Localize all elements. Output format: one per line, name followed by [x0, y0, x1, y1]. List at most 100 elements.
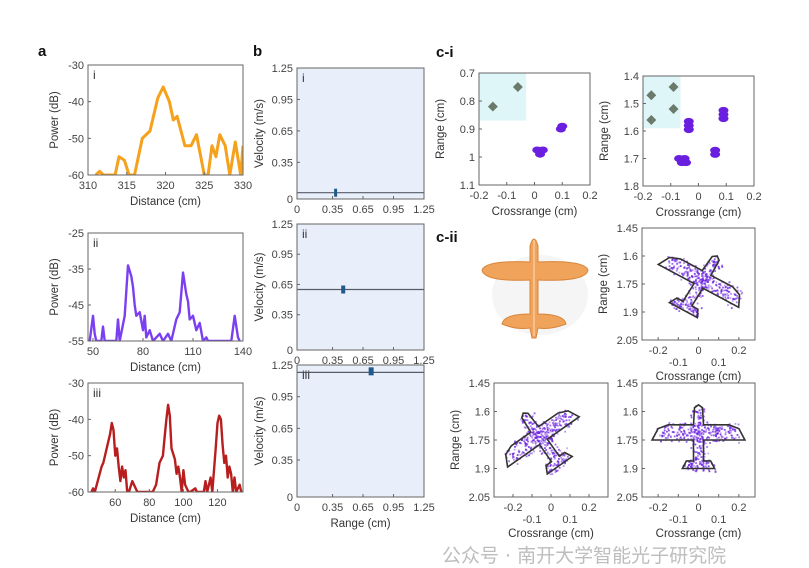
scatter-point: [531, 452, 533, 455]
reference-marker: [646, 90, 657, 101]
scatter-point: [694, 273, 696, 275]
scatter-point: [708, 429, 710, 432]
panel-label-c-i: c-i: [436, 44, 454, 61]
scatter-point: [733, 298, 736, 301]
scatter-point: [685, 303, 688, 306]
scatter-point: [698, 417, 701, 420]
scatter-point: [555, 464, 558, 467]
scatter-point: [720, 428, 723, 430]
scatter-point: [681, 297, 684, 300]
scatter-point: [718, 283, 720, 286]
y-tick-label: 0: [287, 194, 293, 206]
scatter-point: [678, 310, 681, 313]
scatter-point: [698, 451, 700, 454]
scatter-point: [704, 284, 707, 287]
scatter-point: [698, 430, 700, 433]
scatter-point: [736, 295, 739, 297]
scatter-point: [560, 460, 563, 463]
scatter-point: [701, 459, 704, 462]
scatter-point: [687, 274, 689, 276]
scatter-point: [712, 263, 715, 266]
scatter-point: [669, 299, 672, 302]
scatter-point: [562, 459, 565, 462]
y-tick-label: -35: [68, 264, 84, 276]
scatter-point: [702, 277, 704, 279]
plot-area: [297, 68, 424, 199]
scatter-point: [566, 455, 569, 458]
scatter-point: [554, 426, 556, 428]
scatter-point: [563, 413, 566, 416]
scatter-point: [703, 426, 706, 429]
scatter-point: [521, 420, 524, 422]
scatter-point: [723, 289, 726, 292]
scatter-point: [724, 433, 727, 436]
y-tick-label: -40: [68, 414, 84, 426]
scatter-point: [537, 440, 539, 443]
scatter-point: [696, 269, 699, 272]
scatter-point: [695, 469, 698, 471]
x-tick-label: 0: [695, 502, 701, 514]
scatter-point: [544, 439, 547, 442]
scatter-point: [727, 297, 730, 299]
scatter-point: [546, 428, 549, 431]
scatter-point: [553, 449, 556, 452]
x-tick-label: 0: [531, 190, 537, 202]
scatter-point: [696, 464, 699, 467]
scatter-point: [679, 303, 681, 306]
scatter-point: [700, 417, 702, 419]
scatter-point: [728, 432, 731, 434]
scatter-point: [526, 438, 529, 441]
scatter-point: [530, 428, 533, 430]
scatter-point: [699, 412, 702, 414]
scatter-point: [692, 309, 695, 312]
scatter-point: [561, 458, 564, 461]
scatter-point: [698, 438, 701, 441]
scatter-point: [695, 275, 698, 278]
scatter-point: [524, 436, 526, 439]
scatter-point: [696, 416, 699, 419]
scatter-point: [713, 434, 716, 437]
scatter-point: [733, 438, 736, 440]
scatter-point: [735, 293, 737, 296]
scatter-point: [556, 432, 559, 435]
x-axis-label: Distance (cm): [130, 362, 201, 374]
x-tick-label: 0.2: [582, 190, 597, 202]
scatter-point: [560, 456, 562, 459]
scatter-point: [713, 260, 715, 263]
scatter-point: [697, 418, 700, 421]
scatter-point: [728, 430, 731, 433]
scatter-point: [724, 286, 727, 289]
scatter-point: [672, 302, 675, 305]
scatter-point: [702, 275, 704, 278]
scatter-point: [722, 294, 724, 297]
x-tick-label: 0.35: [322, 355, 343, 367]
scatter-point: [705, 278, 708, 281]
scatter-point: [553, 462, 556, 465]
scatter-point: [698, 460, 701, 463]
scatter-point: [695, 310, 698, 313]
scatter-point: [728, 291, 731, 293]
scatter-point: [511, 452, 514, 455]
scatter-point: [691, 435, 694, 438]
scatter-point: [730, 431, 732, 434]
scatter-point: [690, 303, 693, 305]
scatter-point: [678, 440, 680, 443]
scatter-point: [724, 296, 727, 299]
scatter-point: [704, 442, 707, 445]
scatter-point: [687, 438, 690, 440]
scatter-point: [521, 439, 523, 442]
scatter-point: [556, 469, 559, 472]
scatter-point: [700, 414, 702, 417]
scatter-point: [526, 438, 528, 441]
scatter-point: [546, 433, 548, 436]
scatter-point: [684, 270, 687, 273]
scatter-point: [519, 454, 522, 456]
scatter-point: [546, 451, 549, 454]
scatter-point: [540, 442, 543, 445]
plot-content: [297, 367, 424, 376]
target-outline: [650, 403, 747, 470]
target-marker: [341, 285, 346, 294]
y-axis-label: Range (cm): [598, 254, 610, 314]
scatter-point: [730, 434, 733, 437]
